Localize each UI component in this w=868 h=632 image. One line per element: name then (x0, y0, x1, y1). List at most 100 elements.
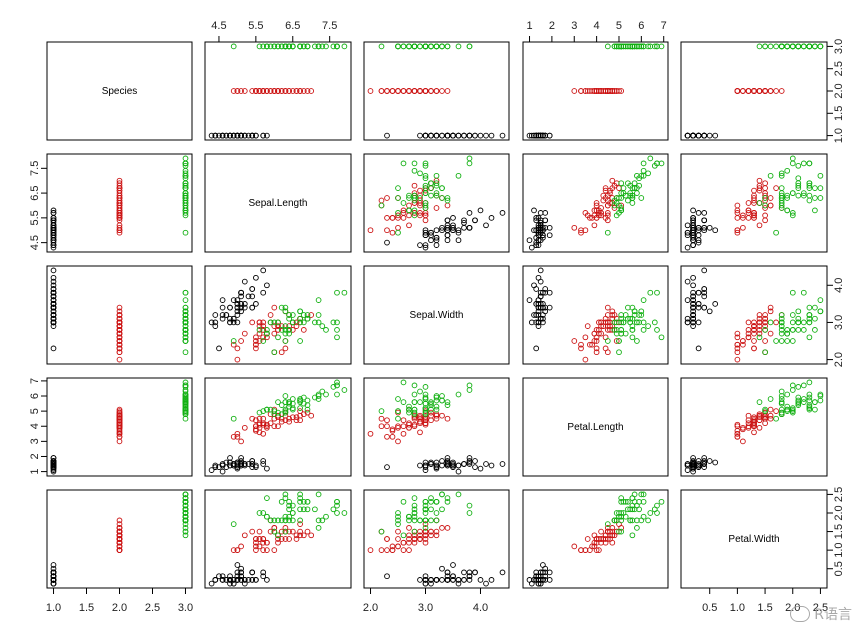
data-point (546, 132, 553, 139)
data-point (591, 222, 598, 229)
data-point (806, 394, 813, 401)
data-point (422, 580, 429, 587)
data-point (439, 565, 445, 572)
panel-frame (46, 41, 193, 141)
data-point (182, 510, 189, 516)
data-point (598, 210, 604, 216)
data-point (289, 517, 296, 524)
data-point (304, 498, 311, 505)
data-point (422, 521, 429, 527)
data-point (466, 573, 473, 580)
y-tick-label: 2.5 (833, 61, 845, 76)
data-point (433, 394, 440, 401)
data-point (701, 304, 708, 311)
data-point (756, 312, 763, 318)
data-point (300, 312, 307, 318)
data-point (537, 289, 544, 296)
data-point (182, 327, 189, 333)
data-point (422, 391, 429, 398)
data-point (334, 502, 340, 509)
data-point (778, 170, 785, 177)
panel-2-2: Sepal.Width (363, 265, 510, 365)
data-point (395, 195, 401, 201)
data-point (234, 547, 241, 553)
data-point (282, 327, 289, 333)
data-point (395, 517, 401, 524)
data-point (812, 195, 818, 201)
data-point (422, 172, 429, 179)
data-point (762, 319, 768, 326)
data-point (428, 88, 434, 94)
data-point (778, 192, 785, 199)
data-point (264, 334, 270, 341)
data-point (433, 462, 440, 469)
data-point (282, 330, 289, 337)
panel-0-1 (204, 41, 352, 141)
variable-label: Sepal.Width (410, 310, 464, 321)
data-point (208, 319, 215, 326)
data-point (253, 464, 259, 470)
data-point (241, 132, 248, 139)
data-point (762, 312, 768, 318)
data-point (690, 312, 696, 318)
data-point (417, 212, 423, 219)
data-point (762, 338, 768, 344)
data-point (411, 421, 418, 428)
data-point (297, 532, 303, 539)
data-point (466, 577, 473, 583)
data-point (604, 229, 611, 236)
data-point (602, 345, 609, 352)
data-point (182, 394, 189, 401)
data-point (745, 330, 752, 337)
data-point (817, 185, 824, 191)
data-point (778, 185, 785, 191)
data-point (542, 210, 549, 216)
data-point (238, 338, 244, 344)
data-point (631, 180, 638, 187)
data-point (116, 315, 123, 322)
data-point (444, 232, 451, 239)
data-point (640, 167, 647, 174)
variable-label: Sepal.Length (249, 198, 308, 209)
data-point (286, 43, 292, 50)
data-point (422, 190, 429, 196)
data-point (411, 43, 418, 50)
data-point (116, 308, 123, 315)
data-point (238, 301, 244, 307)
data-point (533, 319, 540, 326)
data-point (260, 573, 267, 580)
y-tick-label: 6 (29, 393, 41, 399)
data-point (745, 334, 752, 341)
data-point (241, 88, 248, 94)
data-point (116, 319, 123, 326)
data-point (428, 185, 434, 191)
data-point (695, 304, 702, 311)
data-point (395, 210, 401, 216)
data-point (253, 536, 259, 542)
data-point (319, 323, 326, 329)
data-point (422, 232, 429, 239)
data-point (256, 330, 263, 337)
data-point (684, 232, 691, 239)
data-point (238, 308, 244, 315)
data-point (297, 412, 303, 419)
data-point (439, 195, 445, 201)
y-tick-label: 2.5 (833, 487, 845, 502)
data-point (767, 406, 774, 413)
data-point (444, 399, 451, 405)
data-point (260, 458, 267, 464)
data-point (789, 210, 796, 216)
data-point (260, 430, 267, 437)
data-point (417, 399, 423, 405)
data-point (400, 417, 407, 424)
data-point (282, 338, 289, 344)
data-point (50, 569, 57, 576)
data-point (234, 319, 241, 326)
data-point (645, 170, 651, 177)
data-point (249, 458, 256, 464)
data-point (745, 417, 752, 424)
data-point (417, 210, 423, 216)
data-point (304, 88, 311, 94)
data-point (264, 495, 270, 501)
data-point (433, 464, 440, 470)
